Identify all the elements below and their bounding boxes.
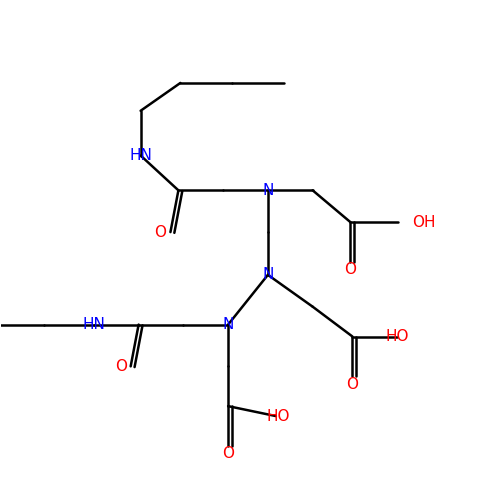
Text: N: N (262, 268, 274, 282)
Text: HO: HO (386, 329, 409, 344)
Text: OH: OH (412, 214, 436, 230)
Text: O: O (114, 359, 126, 374)
Text: O: O (222, 446, 234, 462)
Text: N: N (262, 183, 274, 198)
Text: HO: HO (266, 408, 290, 424)
Text: O: O (344, 262, 356, 278)
Text: N: N (222, 317, 234, 332)
Text: O: O (154, 224, 166, 240)
Text: HN: HN (129, 148, 152, 163)
Text: HN: HN (82, 317, 106, 332)
Text: O: O (346, 377, 358, 392)
